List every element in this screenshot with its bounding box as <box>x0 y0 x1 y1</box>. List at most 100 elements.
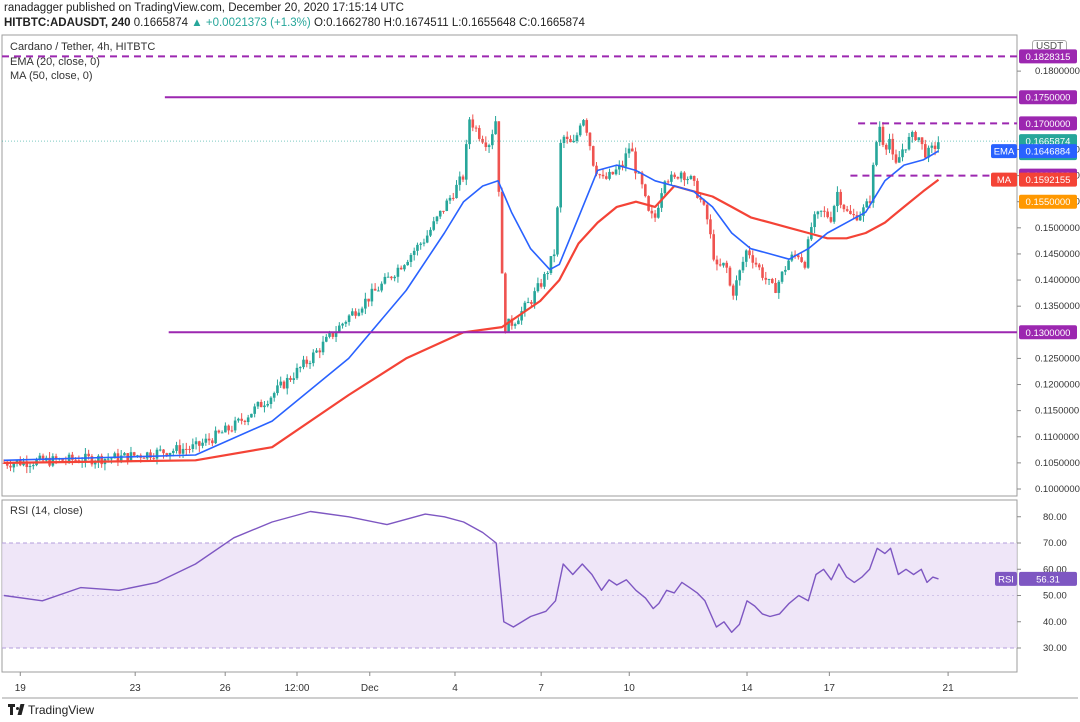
footer: TradingView <box>8 703 94 717</box>
price-axis-label: 0.1050000 <box>1035 458 1080 469</box>
candle-body <box>774 282 777 293</box>
candle-body <box>673 174 676 178</box>
candle-body <box>640 172 644 185</box>
chart-title-legend[interactable]: Cardano / Tether, 4h, HITBTC <box>10 41 156 53</box>
candle-body <box>406 261 409 266</box>
candle-body <box>38 455 42 460</box>
level-price-label: 0.1828315 <box>1026 52 1071 63</box>
symbol: HITBTC:ADAUSDT, 240 <box>4 17 131 29</box>
candle-body <box>930 145 934 148</box>
indicator-name-tag <box>991 144 1017 159</box>
candle-body <box>731 285 735 296</box>
ma-legend[interactable]: MA (50, close, 0) <box>10 70 93 82</box>
candle-body <box>787 260 790 270</box>
last-price-label: 0.1665874 <box>1026 137 1071 148</box>
candle-body <box>637 172 641 174</box>
candle-body <box>897 157 901 163</box>
candle-body <box>800 257 803 262</box>
candle-body <box>546 273 549 275</box>
candle-body <box>901 149 904 158</box>
candle-body <box>543 274 546 287</box>
candle-body <box>429 229 432 236</box>
candle-body <box>243 420 247 422</box>
indicator-price-label: 0.1646884 <box>1026 147 1071 158</box>
candle-body <box>764 277 768 280</box>
time-axis-label: 7 <box>538 683 544 694</box>
candle-body <box>61 458 64 461</box>
candle-body <box>937 142 940 149</box>
rsi-axis-label: 40.00 <box>1043 617 1067 628</box>
candle-body <box>204 438 208 443</box>
candle-body <box>920 137 924 145</box>
candle-body <box>601 174 605 177</box>
price-chart[interactable]: 0.18000000.16500000.16000000.15500000.15… <box>0 0 1080 700</box>
indicator-name-label: MA <box>997 175 1012 186</box>
candle-body <box>556 207 559 255</box>
time-axis-label: 14 <box>741 683 753 694</box>
candle-body <box>644 184 647 197</box>
price-axis-label: 0.1100000 <box>1035 432 1079 443</box>
level-price-tag <box>1019 325 1077 340</box>
candle-body <box>165 453 169 456</box>
candle-body <box>442 210 445 212</box>
candle-body <box>289 377 292 380</box>
candle-body <box>819 210 823 212</box>
candle-body <box>728 267 732 286</box>
candle-body <box>500 191 504 274</box>
candle-body <box>338 325 341 333</box>
candle-body <box>220 432 224 434</box>
tradingview-brand: TradingView <box>28 703 95 717</box>
rsi-axis-label: 70.00 <box>1043 538 1067 549</box>
rsi-legend[interactable]: RSI (14, close) <box>10 505 83 517</box>
candle-body <box>491 134 494 146</box>
indicator-name-tag <box>991 172 1017 187</box>
candle-body <box>595 165 598 175</box>
ema-legend[interactable]: EMA (20, close, 0) <box>10 56 100 68</box>
candle-body <box>224 425 227 433</box>
candle-body <box>305 359 309 364</box>
candle-body <box>653 213 657 218</box>
time-axis-label: 12:00 <box>284 683 309 694</box>
candle-body <box>504 273 507 332</box>
candle-body <box>263 405 266 408</box>
candle-body <box>97 455 100 463</box>
candle-body <box>435 216 439 222</box>
time-axis-label: 4 <box>452 683 458 694</box>
candle-body <box>591 146 595 166</box>
candle-body <box>657 207 660 218</box>
candle-body <box>494 121 497 135</box>
candle-body <box>702 199 706 205</box>
candle-body <box>858 215 862 221</box>
candle-body <box>539 283 543 287</box>
candle-body <box>712 234 715 260</box>
candle-body <box>761 267 764 278</box>
candle-body <box>54 456 58 460</box>
candle-body <box>175 445 178 451</box>
candle-body <box>598 174 602 176</box>
candle-body <box>214 430 217 444</box>
candle-body <box>311 352 315 364</box>
tradingview-logo-icon <box>8 704 25 716</box>
price-axis-label: 0.1450000 <box>1035 249 1080 260</box>
candle-body <box>471 119 475 128</box>
price-axis-label: 0.1200000 <box>1035 380 1080 391</box>
candle-body <box>285 377 289 389</box>
candle-body <box>106 458 110 460</box>
candle-body <box>582 120 585 126</box>
candle-body <box>344 321 348 324</box>
candle-body <box>31 465 35 467</box>
candle-body <box>699 197 702 200</box>
candle-body <box>181 448 185 454</box>
candle-body <box>722 262 725 266</box>
candle-body <box>93 462 97 465</box>
candle-body <box>292 378 296 380</box>
candle-body <box>9 465 12 468</box>
candle-body <box>608 171 611 179</box>
candle-body <box>458 176 462 185</box>
rsi-axis-label: 30.00 <box>1043 643 1067 654</box>
candle-body <box>559 142 562 208</box>
candle-body <box>497 121 501 192</box>
candle-body <box>878 126 882 143</box>
candle-body <box>692 175 696 181</box>
candle-body <box>188 448 191 450</box>
